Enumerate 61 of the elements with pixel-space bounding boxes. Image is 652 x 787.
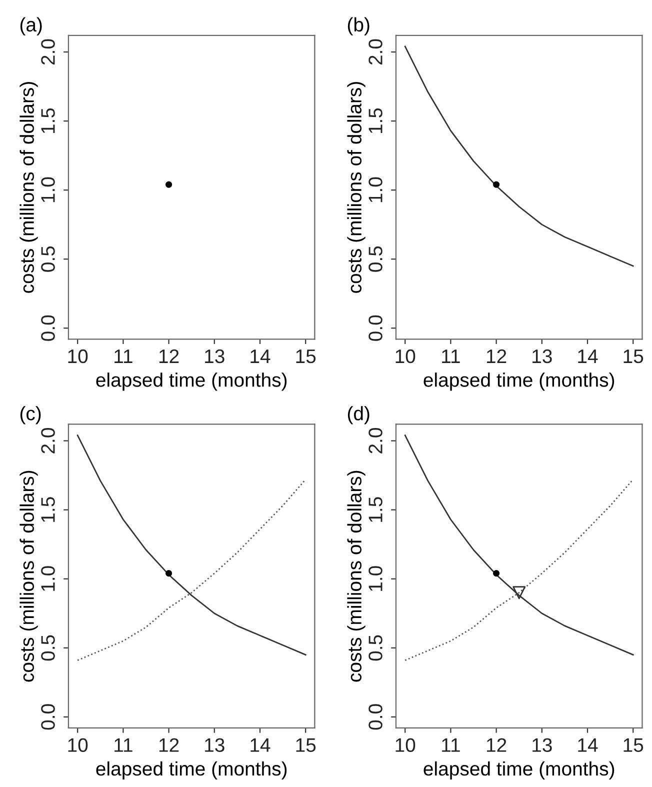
x-tick-label: 10 (68, 738, 88, 752)
y-tick-label: 0.0 (368, 315, 382, 341)
x-tick-label: 12 (486, 349, 506, 363)
y-tick-label: 0.5 (41, 635, 55, 661)
chart-title: (d) (348, 406, 370, 424)
x-tick-label: 11 (442, 350, 460, 363)
y-tick-label: 1.0 (41, 566, 55, 591)
x-axis-title: elapsed time (months) (96, 372, 287, 391)
x-tick-label: 15 (296, 738, 316, 752)
y-axis-title: costs (millions of dollars) (347, 470, 366, 682)
y-tick-label: 0.5 (368, 635, 382, 661)
y-tick-label: 1.0 (368, 566, 382, 591)
x-axis-title: elapsed time (months) (96, 761, 287, 780)
y-tick-label: 0.0 (368, 704, 382, 730)
y-tick-label: 1.5 (41, 497, 55, 522)
x-tick-label: 13 (205, 349, 224, 364)
y-tick-label: 2.0 (368, 39, 382, 65)
x-tick-label: 14 (250, 350, 270, 363)
x-tick-label: 15 (624, 738, 644, 752)
line-series (404, 46, 634, 267)
chart-title: (b) (348, 17, 370, 36)
y-tick-label: 2.0 (41, 428, 55, 454)
y-axis-title: costs (millions of dollars) (20, 470, 38, 682)
y-axis-title: costs (millions of dollars) (20, 82, 38, 293)
y-tick-label: 2.0 (368, 428, 382, 454)
x-tick-label: 12 (159, 349, 179, 363)
x-tick-label: 13 (532, 349, 552, 364)
x-tick-label: 13 (532, 738, 552, 752)
y-tick-label: 0.0 (41, 704, 55, 730)
x-tick-label: 15 (296, 350, 316, 364)
y-tick-label: 2.0 (41, 39, 55, 65)
x-tick-label: 13 (205, 738, 224, 752)
x-axis-title: elapsed time (months) (424, 761, 614, 780)
line-series (404, 434, 634, 656)
chart-title: (a) (20, 17, 42, 36)
x-tick-label: 15 (624, 350, 644, 364)
x-tick-label: 14 (250, 738, 270, 752)
y-tick-label: 0.5 (368, 246, 382, 272)
line-series (76, 478, 306, 662)
line-series (76, 434, 306, 656)
x-tick-label: 10 (68, 349, 88, 364)
y-tick-label: 0.5 (41, 246, 55, 272)
y-tick-label: 1.0 (368, 177, 382, 202)
x-tick-label: 11 (114, 738, 132, 752)
x-axis-title: elapsed time (months) (424, 372, 614, 391)
line-series (404, 478, 634, 662)
y-axis-title: costs (millions of dollars) (347, 82, 366, 293)
y-tick-label: 0.0 (41, 315, 55, 341)
x-tick-label: 12 (486, 738, 506, 752)
x-tick-label: 11 (442, 738, 460, 752)
x-tick-label: 10 (396, 349, 416, 364)
x-tick-label: 14 (578, 738, 598, 752)
x-tick-label: 11 (114, 350, 132, 363)
chart-title: (c) (20, 406, 41, 424)
y-tick-label: 1.5 (368, 497, 382, 522)
y-tick-label: 1.0 (41, 177, 55, 202)
x-tick-label: 14 (578, 350, 598, 363)
x-tick-label: 12 (159, 738, 179, 752)
y-tick-label: 1.5 (41, 108, 55, 134)
y-tick-label: 1.5 (368, 108, 382, 134)
x-tick-label: 10 (396, 738, 416, 752)
